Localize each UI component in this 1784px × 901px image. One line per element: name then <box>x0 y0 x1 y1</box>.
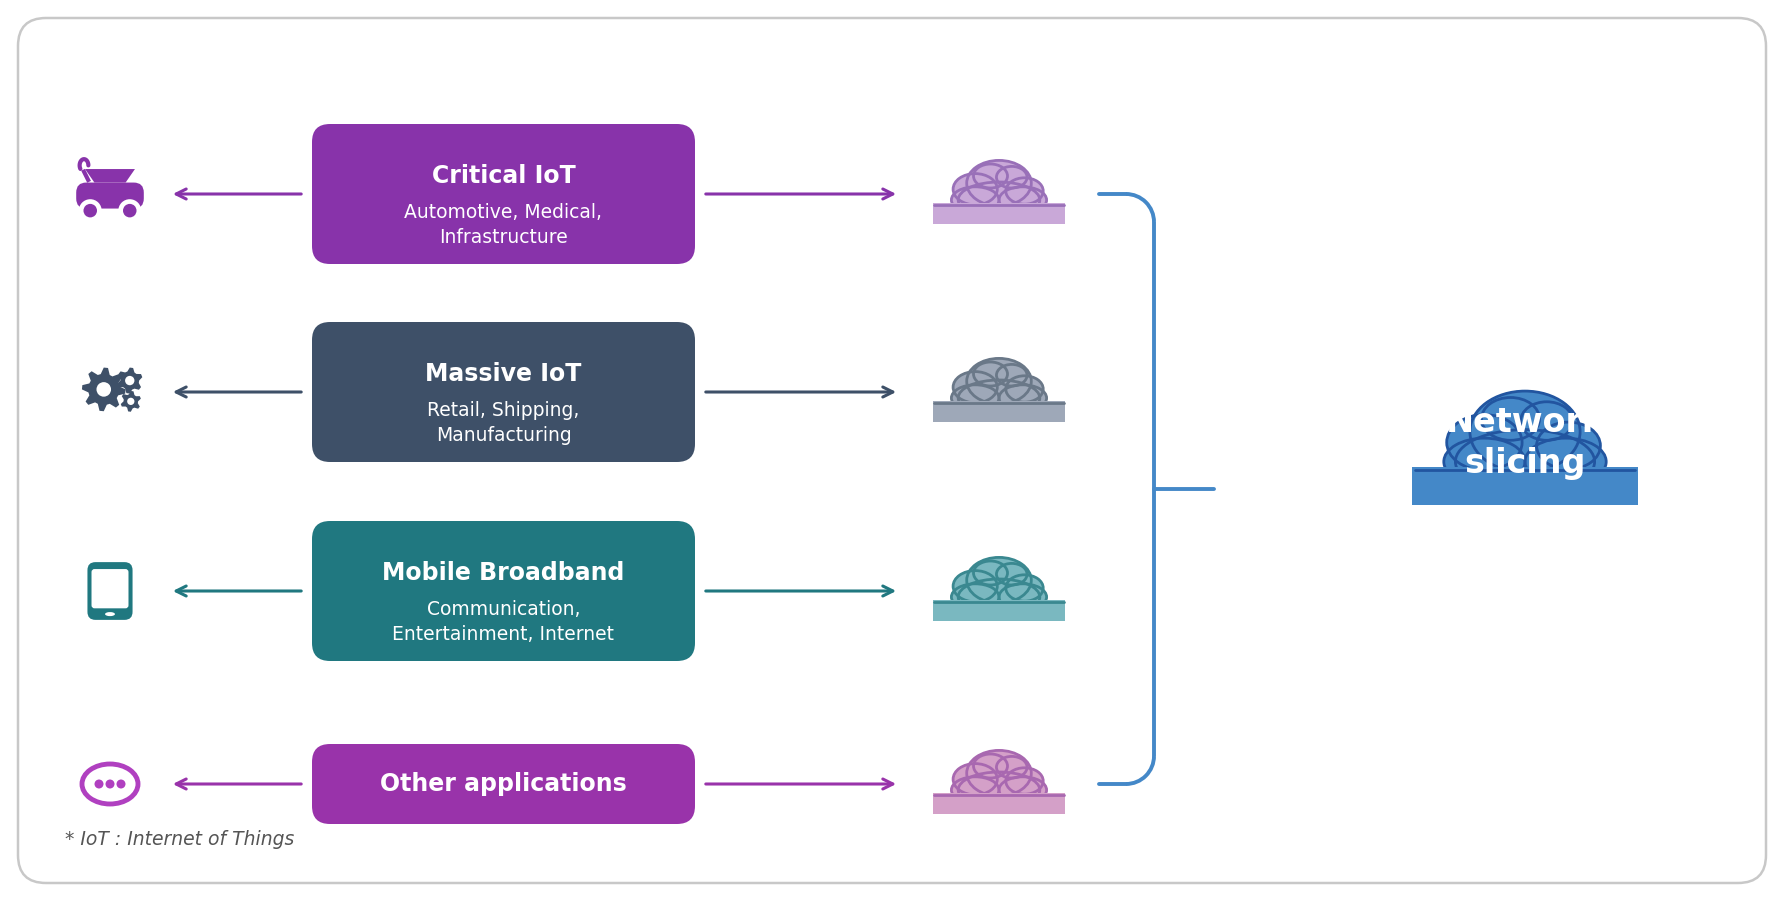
Ellipse shape <box>967 359 1031 404</box>
Ellipse shape <box>967 751 1031 796</box>
Ellipse shape <box>1006 768 1044 794</box>
Ellipse shape <box>997 167 1028 188</box>
Ellipse shape <box>1456 430 1595 494</box>
Ellipse shape <box>958 182 1040 218</box>
FancyBboxPatch shape <box>312 744 696 824</box>
Bar <box>933 401 1065 422</box>
Ellipse shape <box>953 570 997 602</box>
Polygon shape <box>82 368 125 411</box>
Ellipse shape <box>953 174 997 205</box>
Text: Massive IoT: Massive IoT <box>425 362 582 386</box>
Circle shape <box>96 382 111 396</box>
Bar <box>933 203 1065 224</box>
FancyBboxPatch shape <box>312 322 696 462</box>
Bar <box>933 793 1065 814</box>
Ellipse shape <box>967 160 1031 206</box>
Ellipse shape <box>1520 402 1573 441</box>
Polygon shape <box>86 169 136 183</box>
Ellipse shape <box>967 558 1031 603</box>
Ellipse shape <box>953 371 997 403</box>
FancyBboxPatch shape <box>77 183 145 208</box>
Text: Retail, Shipping,
Manufacturing: Retail, Shipping, Manufacturing <box>428 401 580 445</box>
Circle shape <box>127 397 134 405</box>
Ellipse shape <box>999 584 1047 610</box>
Circle shape <box>78 199 102 222</box>
Ellipse shape <box>997 364 1028 386</box>
Ellipse shape <box>953 764 997 795</box>
Ellipse shape <box>1525 438 1606 486</box>
Bar <box>1411 467 1638 505</box>
Ellipse shape <box>1006 575 1044 601</box>
Ellipse shape <box>958 380 1040 416</box>
Ellipse shape <box>1443 438 1525 486</box>
FancyBboxPatch shape <box>312 521 696 661</box>
Ellipse shape <box>951 584 999 610</box>
Circle shape <box>125 376 134 386</box>
Ellipse shape <box>1006 177 1044 205</box>
Ellipse shape <box>1447 414 1522 470</box>
Ellipse shape <box>958 579 1040 615</box>
Ellipse shape <box>997 563 1028 585</box>
Ellipse shape <box>999 187 1047 214</box>
Ellipse shape <box>951 187 999 214</box>
Circle shape <box>116 779 125 788</box>
FancyBboxPatch shape <box>87 562 132 620</box>
Ellipse shape <box>1470 391 1581 472</box>
Bar <box>933 600 1065 621</box>
Ellipse shape <box>974 362 1008 386</box>
Ellipse shape <box>974 561 1008 585</box>
Ellipse shape <box>951 777 999 803</box>
FancyBboxPatch shape <box>91 569 128 608</box>
Ellipse shape <box>999 385 1047 411</box>
Ellipse shape <box>1536 422 1600 469</box>
Ellipse shape <box>951 385 999 411</box>
Ellipse shape <box>1481 397 1540 441</box>
Text: Automotive, Medical,
Infrastructure: Automotive, Medical, Infrastructure <box>405 203 603 247</box>
Ellipse shape <box>997 757 1028 778</box>
Circle shape <box>123 204 137 217</box>
FancyBboxPatch shape <box>312 124 696 264</box>
Text: Communication,
Entertainment, Internet: Communication, Entertainment, Internet <box>392 600 614 644</box>
Circle shape <box>118 199 141 222</box>
Text: Other applications: Other applications <box>380 772 626 796</box>
Polygon shape <box>118 368 143 394</box>
FancyBboxPatch shape <box>18 18 1766 883</box>
Text: Network
slicing: Network slicing <box>1445 406 1604 480</box>
Ellipse shape <box>1006 376 1044 402</box>
Text: * IoT : Internet of Things: * IoT : Internet of Things <box>64 830 294 849</box>
Text: Mobile Broadband: Mobile Broadband <box>382 560 624 585</box>
Ellipse shape <box>958 772 1040 808</box>
Ellipse shape <box>974 164 1008 188</box>
Ellipse shape <box>974 754 1008 778</box>
Text: Critical IoT: Critical IoT <box>432 164 576 187</box>
Circle shape <box>84 204 96 217</box>
Polygon shape <box>121 391 141 412</box>
Circle shape <box>105 779 114 788</box>
Ellipse shape <box>105 612 114 616</box>
Circle shape <box>95 779 103 788</box>
Ellipse shape <box>999 777 1047 803</box>
